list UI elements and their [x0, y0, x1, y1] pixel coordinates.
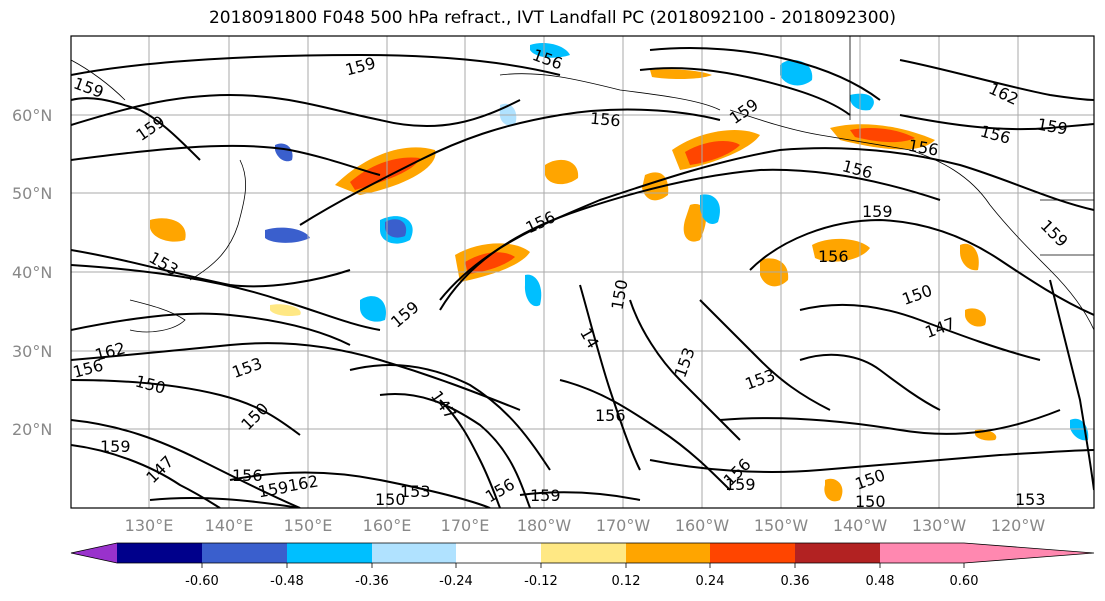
colorbar-label: 0.24	[696, 574, 725, 589]
lat-label: 20°N	[12, 420, 52, 439]
colorbar-label: -0.60	[185, 574, 219, 589]
colorbar-swatch	[372, 543, 456, 563]
colorbar-label: 0.48	[866, 574, 895, 589]
lat-label: 60°N	[12, 106, 52, 125]
contour-label: 150	[855, 492, 886, 511]
colorbar-label: 0.36	[781, 574, 810, 589]
contour-label: 153	[400, 482, 431, 501]
colorbar-label: -0.12	[524, 574, 558, 589]
colorbar-swatch	[287, 543, 372, 563]
lon-label: 130°W	[912, 516, 967, 535]
colorbar-swatch	[880, 543, 964, 563]
colorbar-labels: -0.60 -0.48 -0.36 -0.24 -0.12 0.12 0.24 …	[185, 574, 978, 589]
lon-label: 170°E	[441, 516, 490, 535]
colorbar-swatch	[626, 543, 710, 563]
lon-label: 160°E	[363, 516, 412, 535]
latitude-labels: 60°N 50°N 40°N 30°N 20°N	[12, 106, 52, 439]
colorbar-swatch	[795, 543, 880, 563]
contour-label: 156	[595, 406, 626, 425]
colorbar: -0.60 -0.48 -0.36 -0.24 -0.12 0.12 0.24 …	[70, 542, 1095, 589]
lat-label: 30°N	[12, 342, 52, 361]
lon-label: 140°E	[205, 516, 254, 535]
contour-label: 156	[232, 466, 263, 485]
contour-label: 153	[1015, 490, 1046, 509]
colorbar-label: 0.12	[612, 574, 641, 589]
lon-label: 170°W	[596, 516, 651, 535]
colorbar-swatch	[456, 543, 541, 563]
contour-label: 159	[100, 437, 131, 456]
lon-label: 150°W	[754, 516, 809, 535]
lon-label: 120°W	[991, 516, 1046, 535]
colorbar-label: -0.48	[270, 574, 304, 589]
longitude-labels: 130°E 140°E 150°E 160°E 170°E 180°W 170°…	[125, 516, 1046, 535]
lon-label: 160°W	[675, 516, 730, 535]
contour-label: 159	[862, 202, 893, 221]
contour-label: 156	[589, 109, 621, 131]
plot-frame	[70, 35, 1095, 509]
contour-label: 150	[375, 490, 406, 509]
coastlines	[71, 36, 1094, 333]
contour-labels: 159 159 159 156 156 159 156 162 156 159 …	[71, 45, 1072, 511]
colorbar-swatch	[541, 543, 626, 563]
colorbar-swatch	[710, 543, 795, 563]
colorbar-label: 0.60	[950, 574, 979, 589]
lat-label: 40°N	[12, 263, 52, 282]
contour-label: 159	[725, 475, 756, 494]
colorbar-label: -0.24	[439, 574, 473, 589]
colorbar-swatch	[117, 543, 202, 563]
contour-label: 156	[818, 247, 849, 266]
colorbar-extend-low	[71, 543, 117, 563]
refractivity-anomaly-fill	[150, 43, 1089, 502]
lat-label: 50°N	[12, 184, 52, 203]
map-title: 2018091800 F048 500 hPa refract., IVT La…	[208, 8, 896, 28]
lon-label: 140°W	[833, 516, 888, 535]
colorbar-swatch	[202, 543, 287, 563]
lon-label: 150°E	[284, 516, 333, 535]
lon-label: 130°E	[125, 516, 174, 535]
contour-label: 159	[530, 486, 561, 505]
refractivity-contours	[71, 47, 1094, 508]
colorbar-extend-high	[964, 543, 1094, 563]
colorbar-label: -0.36	[355, 574, 389, 589]
lon-label: 180°W	[517, 516, 572, 535]
